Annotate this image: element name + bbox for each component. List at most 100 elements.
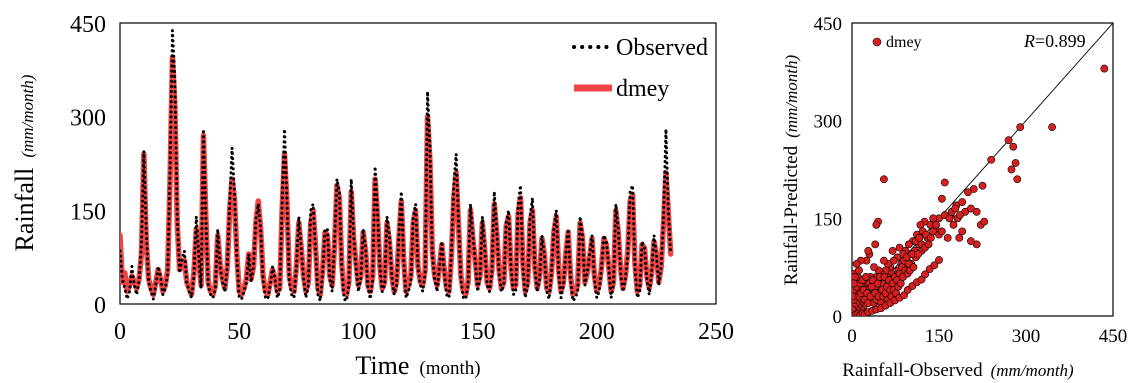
r-annotation: R=0.899 — [1023, 31, 1086, 51]
scatter-plot-area — [851, 22, 1114, 317]
scatter-point — [872, 220, 881, 229]
scatter-point — [1011, 159, 1020, 167]
identity-line — [852, 23, 1113, 316]
scatter-point — [864, 246, 873, 255]
r-symbol: R — [1023, 31, 1035, 51]
scatter-x-tick-label: 150 — [925, 326, 954, 347]
scatter-point — [926, 233, 935, 242]
scatter-y-label: Rainfall-Predicted — [781, 145, 802, 285]
y-tick-label: 150 — [70, 199, 106, 225]
scatter-point — [1007, 165, 1016, 174]
time-series-x-ticks: 0 50 100 150 200 250 — [114, 319, 734, 345]
scatter-point — [852, 279, 858, 288]
x-tick-label: 100 — [340, 319, 376, 345]
scatter-point — [938, 194, 946, 203]
scatter-point — [915, 233, 924, 242]
x-tick-label: 0 — [114, 319, 126, 345]
scatter-point — [929, 214, 938, 223]
scatter-point — [967, 237, 975, 246]
scatter-point — [880, 175, 888, 184]
time-series-legend: Observed dmey — [572, 35, 708, 102]
y-tick-label: 450 — [70, 12, 106, 38]
scatter-point — [870, 263, 878, 272]
scatter-point — [921, 270, 929, 279]
scatter-x-label: Rainfall-Observed — [842, 360, 983, 381]
scatter-y-unit: (mm/month) — [782, 54, 801, 137]
time-series-lines — [120, 28, 674, 303]
scatter-x-tick-label: 0 — [847, 326, 857, 347]
scatter-point — [852, 260, 861, 268]
scatter-point — [972, 240, 981, 249]
scatter-x-axis-title: Rainfall-Observed (mm/month) — [842, 360, 1074, 381]
scatter-point — [978, 181, 987, 190]
scatter-point — [967, 204, 975, 213]
scatter-point — [862, 273, 870, 281]
scatter-point — [895, 243, 904, 252]
scatter-y-tick-label: 450 — [814, 14, 843, 35]
scatter-point — [972, 207, 981, 216]
scatter-point — [958, 198, 967, 206]
scatter-point — [852, 273, 859, 281]
scatter-point — [888, 246, 897, 255]
scatter-y-ticks: 0 150 300 450 — [814, 14, 843, 328]
scatter-point — [980, 217, 989, 226]
scatter-y-tick-label: 300 — [814, 112, 843, 133]
x-tick-label: 250 — [698, 319, 734, 345]
scatter-points — [852, 64, 1109, 316]
r-value: =0.899 — [1035, 31, 1086, 51]
scatter-point — [943, 233, 952, 242]
time-series-y-label: Rainfall — [10, 168, 39, 252]
scatter-point — [896, 279, 905, 288]
scatter-point — [1004, 136, 1013, 145]
legend-observed-label: Observed — [616, 35, 708, 61]
scatter-point — [914, 250, 923, 259]
legend-dmey-label: dmey — [616, 76, 669, 102]
scatter-point — [938, 227, 946, 236]
scatter-point — [909, 263, 918, 272]
scatter-point — [916, 220, 925, 229]
scatter-point — [924, 240, 933, 249]
scatter-point — [964, 188, 972, 197]
scatter-point — [1013, 175, 1022, 184]
scatter-legend-label: dmey — [886, 34, 922, 51]
scatter-point — [955, 233, 964, 242]
scatter-y-axis-title: Rainfall-Predicted (mm/month) — [781, 54, 802, 285]
scatter-point — [873, 279, 882, 288]
scatter-chart: 0 150 300 450 0 150 300 450 dmey R=0.899 Rainf… — [781, 14, 1127, 381]
scatter-point — [951, 204, 960, 213]
scatter-point — [958, 227, 967, 236]
time-series-y-axis-title: Rainfall (mm/month) — [10, 74, 39, 251]
legend-dmey-marker — [872, 37, 882, 47]
y-tick-label: 0 — [94, 293, 106, 319]
time-series-y-unit: (mm/month) — [18, 74, 37, 157]
scatter-point — [969, 185, 978, 193]
scatter-point — [880, 256, 888, 265]
scatter-point — [1100, 64, 1109, 73]
scatter-point — [949, 220, 958, 229]
scatter-point — [930, 261, 939, 270]
time-series-x-unit: (month) — [419, 358, 480, 379]
scatter-y-tick-label: 0 — [833, 307, 843, 328]
series-line-observed — [120, 28, 673, 303]
scatter-point — [1048, 123, 1056, 132]
scatter-legend: dmey — [872, 34, 922, 51]
scatter-point — [1009, 142, 1018, 151]
scatter-point — [987, 155, 996, 164]
scatter-point — [955, 211, 964, 219]
scatter-point — [945, 214, 954, 223]
scatter-point — [1016, 123, 1025, 132]
scatter-point — [889, 256, 898, 265]
time-series-y-ticks: 0 150 300 450 — [70, 12, 106, 319]
time-series-x-axis-title: Time (month) — [355, 351, 480, 380]
y-tick-label: 300 — [70, 106, 106, 132]
time-series-x-label: Time — [355, 351, 409, 380]
scatter-x-unit: (mm/month) — [991, 361, 1074, 380]
time-series-chart: 0 150 300 450 0 50 100 150 200 250 Rainfall (mm/… — [10, 12, 734, 380]
scatter-x-ticks: 0 150 300 450 — [847, 326, 1127, 347]
scatter-point — [935, 256, 943, 264]
x-tick-label: 200 — [579, 319, 615, 345]
scatter-point — [871, 240, 880, 249]
scatter-x-tick-label: 450 — [1099, 326, 1128, 347]
scatter-point — [904, 240, 913, 249]
